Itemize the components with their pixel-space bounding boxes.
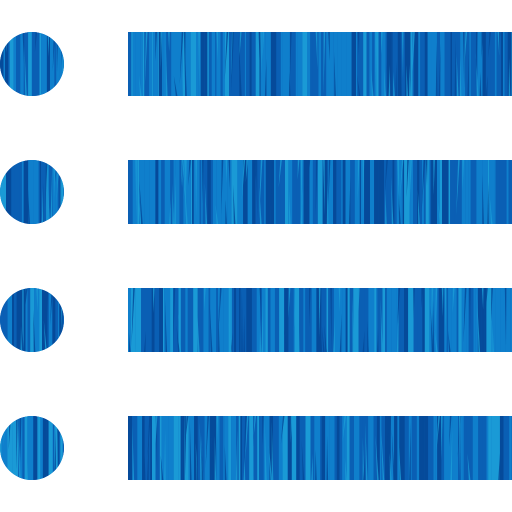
list-bullet bbox=[0, 160, 64, 224]
grain-texture bbox=[0, 288, 64, 352]
grain-texture bbox=[128, 160, 512, 224]
grain-texture bbox=[128, 288, 512, 352]
grain-texture bbox=[128, 416, 512, 480]
list-bullet bbox=[0, 288, 64, 352]
list-bar bbox=[128, 416, 512, 480]
grain-texture bbox=[0, 160, 64, 224]
grain-texture bbox=[0, 32, 64, 96]
list-bullet bbox=[0, 416, 64, 480]
list-row bbox=[0, 288, 512, 352]
list-bullet bbox=[0, 32, 64, 96]
list-row bbox=[0, 416, 512, 480]
list-row bbox=[0, 160, 512, 224]
list-bar bbox=[128, 288, 512, 352]
grain-texture bbox=[0, 416, 64, 480]
grain-texture bbox=[128, 32, 512, 96]
list-bar bbox=[128, 160, 512, 224]
list-bar bbox=[128, 32, 512, 96]
list-row bbox=[0, 32, 512, 96]
